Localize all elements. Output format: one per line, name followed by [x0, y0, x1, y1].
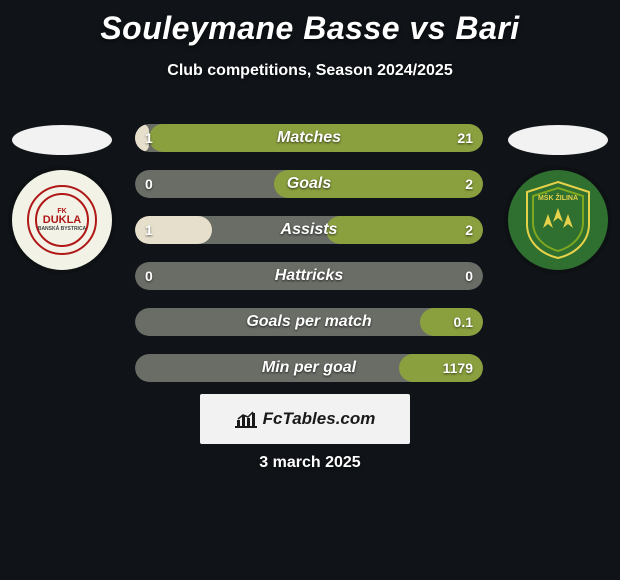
zilina-logo: MŠK ŽILINA	[523, 180, 593, 260]
page-subtitle: Club competitions, Season 2024/2025	[0, 62, 620, 80]
left-team-badge: FK DUKLA BANSKÁ BYSTRICA	[12, 170, 112, 270]
stat-row: Min per goal1179	[135, 354, 483, 382]
left-team-sub: BANSKÁ BYSTRICA	[38, 227, 86, 232]
bar-right-fill	[420, 308, 483, 336]
svg-text:MŠK ŽILINA: MŠK ŽILINA	[538, 193, 578, 202]
stat-row: Hattricks00	[135, 262, 483, 290]
stat-row: Goals02	[135, 170, 483, 198]
bar-left-fill	[135, 216, 212, 244]
stat-row: Goals per match0.1	[135, 308, 483, 336]
bar-right-fill	[149, 124, 483, 152]
comparison-card: Souleymane Basse vs Bari Club competitio…	[0, 0, 620, 580]
bar-right-fill	[274, 170, 483, 198]
stat-row: Matches121	[135, 124, 483, 152]
source-label: FcTables.com	[263, 409, 376, 429]
source-badge: FcTables.com	[200, 394, 410, 444]
stat-bars: Matches121 Goals02 Assists12 Hattricks00 Goa…	[135, 124, 483, 400]
dukla-logo: FK DUKLA BANSKÁ BYSTRICA	[27, 185, 97, 255]
chart-icon	[235, 410, 257, 428]
bar-left-fill	[135, 124, 149, 152]
right-ellipse	[508, 125, 608, 155]
stat-row: Assists12	[135, 216, 483, 244]
bar-track	[135, 262, 483, 290]
bar-right-fill	[399, 354, 483, 382]
page-title: Souleymane Basse vs Bari	[0, 10, 620, 47]
bar-right-fill	[326, 216, 483, 244]
date-label: 3 march 2025	[0, 454, 620, 472]
right-team-badge: MŠK ŽILINA	[508, 170, 608, 270]
left-ellipse	[12, 125, 112, 155]
